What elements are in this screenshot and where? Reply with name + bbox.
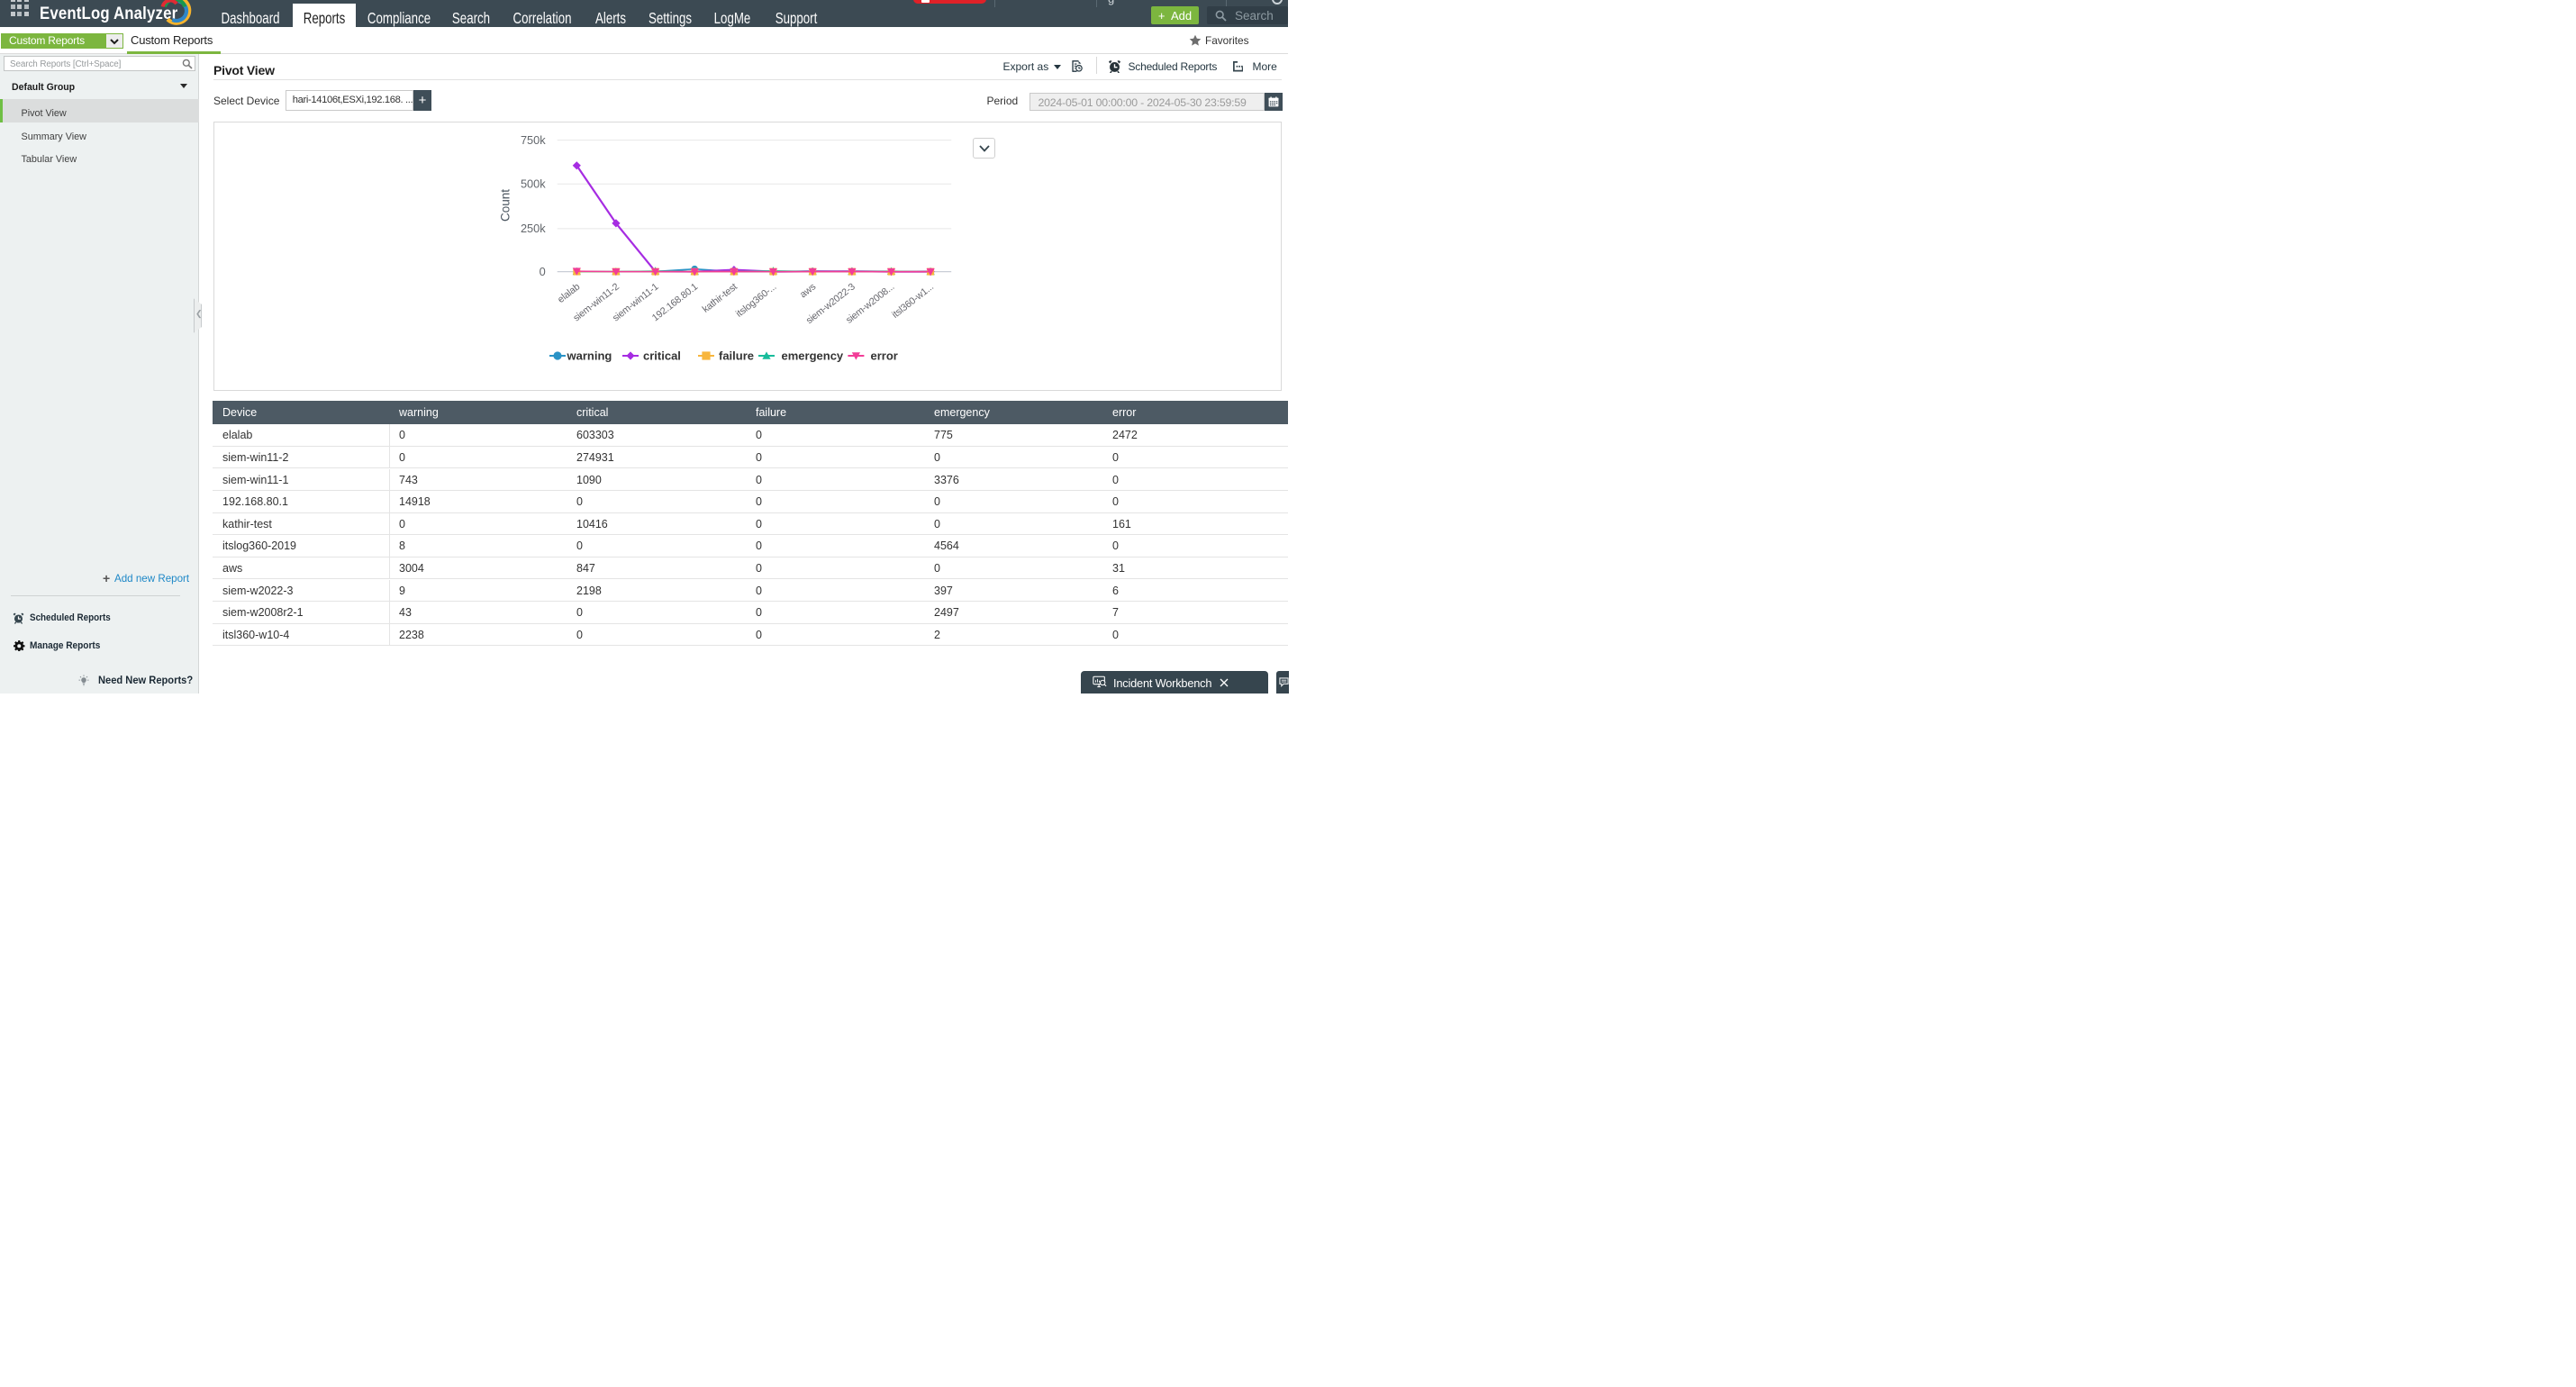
svg-text:aws: aws	[798, 281, 819, 300]
svg-text:itsl360-w1...: itsl360-w1...	[890, 281, 936, 320]
svg-text:kathir-test: kathir-test	[701, 281, 739, 314]
svg-text:0: 0	[540, 265, 546, 278]
svg-text:Count: Count	[499, 189, 512, 222]
svg-text:itslog360-...: itslog360-...	[734, 281, 778, 319]
svg-text:750k: 750k	[521, 133, 546, 147]
svg-text:elalab: elalab	[556, 281, 582, 305]
svg-text:error: error	[871, 349, 898, 363]
svg-text:250k: 250k	[521, 222, 546, 235]
svg-text:warning: warning	[567, 349, 612, 363]
svg-text:500k: 500k	[521, 177, 546, 191]
svg-text:emergency: emergency	[782, 349, 844, 363]
svg-text:critical: critical	[643, 349, 681, 363]
svg-text:failure: failure	[719, 349, 754, 363]
